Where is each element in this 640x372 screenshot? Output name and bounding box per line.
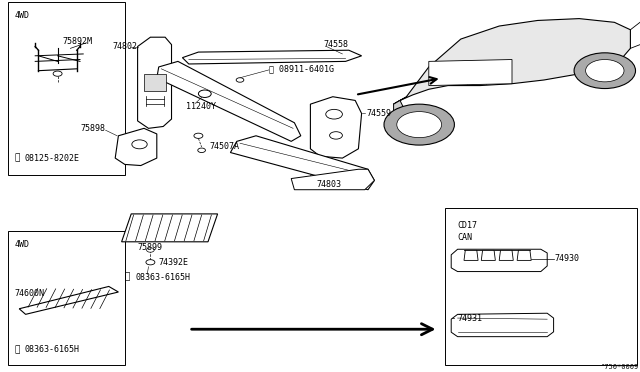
Text: 74803: 74803 (317, 180, 342, 189)
Polygon shape (115, 128, 157, 166)
Polygon shape (182, 50, 362, 64)
Text: 08125-8202E: 08125-8202E (24, 154, 79, 163)
Polygon shape (138, 37, 172, 128)
Circle shape (53, 71, 62, 76)
Text: 74507A: 74507A (210, 142, 240, 151)
Text: 11240Y: 11240Y (186, 102, 216, 110)
Polygon shape (19, 286, 118, 314)
Polygon shape (429, 60, 512, 86)
Bar (8, 231, 125, 365)
Bar (445, 208, 637, 365)
Polygon shape (451, 313, 554, 337)
Circle shape (326, 109, 342, 119)
Polygon shape (394, 19, 630, 104)
Polygon shape (481, 250, 495, 260)
Text: 75892M: 75892M (62, 37, 92, 46)
Circle shape (198, 148, 205, 153)
Text: 74559: 74559 (366, 109, 391, 118)
Polygon shape (157, 61, 301, 141)
Text: 08363-6165H: 08363-6165H (24, 345, 79, 354)
Circle shape (397, 112, 442, 138)
Circle shape (586, 60, 624, 82)
Text: Ⓢ: Ⓢ (15, 345, 20, 354)
Text: 08363-6165H: 08363-6165H (136, 273, 191, 282)
Circle shape (146, 260, 155, 265)
Polygon shape (394, 100, 413, 134)
Text: 4WD: 4WD (15, 240, 29, 249)
Text: 74930: 74930 (555, 254, 580, 263)
Polygon shape (464, 250, 478, 260)
Text: CAN: CAN (458, 232, 472, 241)
Polygon shape (122, 214, 218, 242)
Text: 74931: 74931 (458, 314, 483, 323)
Text: Ⓢ: Ⓢ (125, 273, 130, 282)
Circle shape (384, 104, 454, 145)
Bar (8, 2, 125, 175)
Text: Ⓢ: Ⓢ (15, 154, 20, 163)
Circle shape (194, 133, 203, 138)
Polygon shape (230, 136, 374, 190)
Circle shape (236, 78, 244, 82)
Text: 74392E: 74392E (159, 258, 189, 267)
Polygon shape (499, 250, 513, 260)
Polygon shape (517, 250, 531, 260)
Circle shape (198, 90, 211, 97)
Text: 75898: 75898 (80, 124, 105, 133)
Text: 74558: 74558 (323, 40, 348, 49)
Polygon shape (451, 249, 547, 272)
Circle shape (132, 140, 147, 149)
Circle shape (147, 248, 154, 252)
Polygon shape (310, 97, 362, 158)
Text: 74802: 74802 (112, 42, 137, 51)
Polygon shape (144, 74, 166, 91)
Text: CD17: CD17 (458, 221, 477, 230)
Text: 4WD: 4WD (15, 11, 29, 20)
Text: Ⓝ 08911-6401G: Ⓝ 08911-6401G (269, 64, 334, 73)
Circle shape (574, 53, 636, 89)
Text: 74600N: 74600N (15, 289, 45, 298)
Circle shape (330, 132, 342, 139)
Text: 75899: 75899 (138, 243, 163, 251)
Polygon shape (291, 169, 374, 190)
Text: ^750*0009: ^750*0009 (600, 364, 639, 370)
